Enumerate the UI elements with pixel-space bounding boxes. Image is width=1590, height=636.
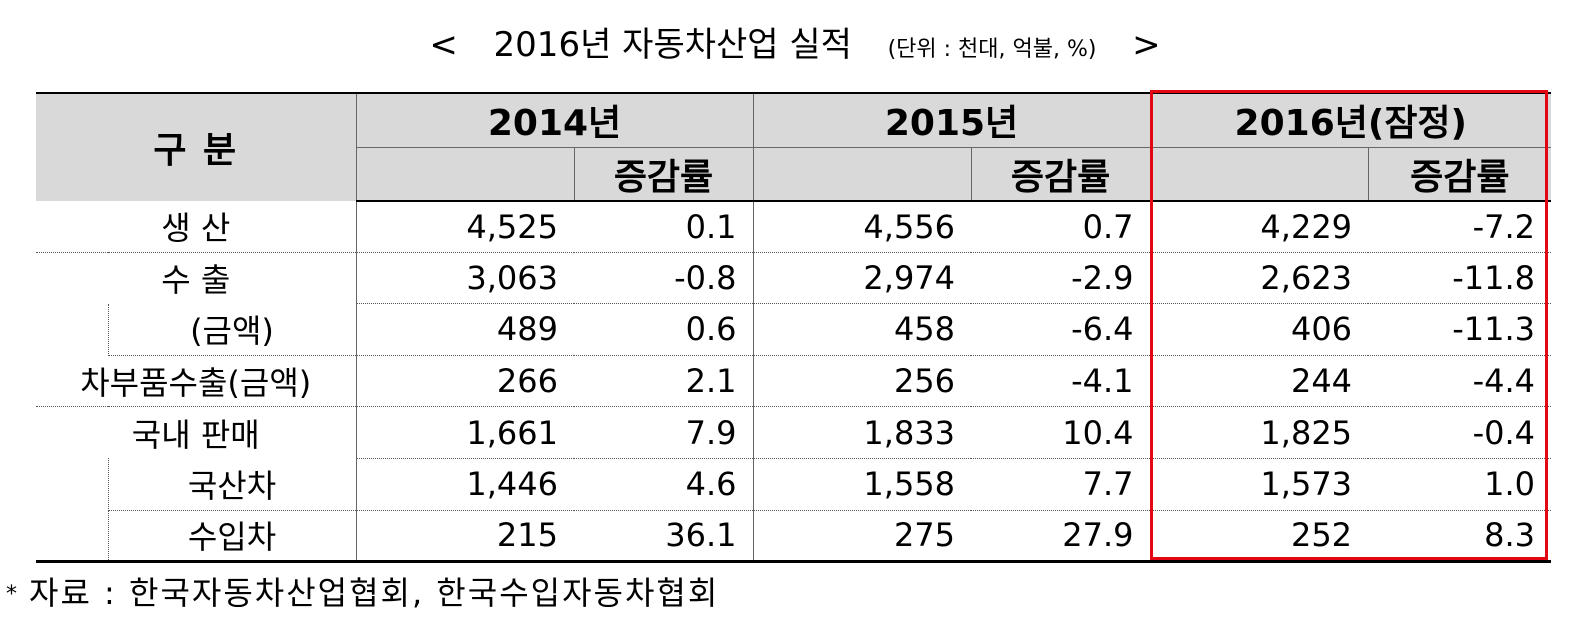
cell-rate: -2.9 <box>971 252 1151 305</box>
row-label: 차부품수출(금액) <box>36 355 356 408</box>
cell-rate: -4.4 <box>1368 355 1552 408</box>
cell-rate: -4.1 <box>971 355 1151 408</box>
cell-rate: 27.9 <box>971 510 1151 564</box>
row-indent-spacer <box>36 458 108 510</box>
row-label: 국산차 <box>107 458 356 511</box>
cell-value: 215 <box>355 510 574 564</box>
row-label: 생 산 <box>36 200 356 253</box>
header-year-2015: 2015년 <box>752 92 1151 148</box>
cell-value: 458 <box>752 303 972 356</box>
footnote-text: 자료 : 한국자동차산업협회, 한국수입자동차협회 <box>29 574 720 612</box>
header-rate-2014: 증감률 <box>573 147 754 202</box>
cell-value: 4,556 <box>752 200 972 253</box>
cell-rate: 4.6 <box>574 458 754 511</box>
cell-value: 2,974 <box>752 252 972 305</box>
table-row: 국내 판매 1,661 7.9 1,833 10.4 1,825 -0.4 <box>36 406 1552 459</box>
source-footnote: * 자료 : 한국자동차산업협회, 한국수입자동차협회 <box>6 570 719 618</box>
cell-rate: 1.0 <box>1368 458 1552 511</box>
row-indent-spacer <box>36 304 108 356</box>
cell-value: 406 <box>1149 303 1369 356</box>
table-body: 생 산 4,525 0.1 4,556 0.7 4,229 -7.2 수 출 3,063 -0.8… <box>36 200 1552 564</box>
cell-value: 252 <box>1149 510 1369 564</box>
title-open-bracket: < <box>429 25 458 65</box>
cell-rate: -7.2 <box>1368 200 1552 253</box>
cell-rate: 10.4 <box>971 406 1151 459</box>
cell-rate: 8.3 <box>1368 510 1552 564</box>
header-row-rates: 증감률 증감률 증감률 <box>36 147 1552 202</box>
header-blank-2015 <box>752 147 972 202</box>
cell-value: 1,825 <box>1149 406 1369 459</box>
cell-value: 266 <box>355 355 574 408</box>
cell-value: 3,063 <box>355 252 574 305</box>
header-year-2016: 2016년(잠정) <box>1149 92 1552 148</box>
header-rate-2015: 증감률 <box>970 147 1151 202</box>
page-title: < 2016년 자동차산업 실적 (단위 : 천대, 억불, %) > <box>0 22 1590 73</box>
cell-value: 1,573 <box>1149 458 1369 511</box>
row-label: 수입차 <box>107 510 356 564</box>
row-indent-spacer <box>36 510 108 564</box>
table-row: 생 산 4,525 0.1 4,556 0.7 4,229 -7.2 <box>36 200 1552 253</box>
cell-value: 4,229 <box>1149 200 1369 253</box>
header-row-years: 구 분 2014년 2015년 2016년(잠정) <box>36 92 1552 201</box>
cell-value: 244 <box>1149 355 1369 408</box>
row-label: 수 출 <box>36 252 356 304</box>
cell-rate: -0.4 <box>1368 406 1552 459</box>
cell-rate: 7.9 <box>574 406 754 459</box>
header-rate-2016: 증감률 <box>1367 147 1552 202</box>
table-row: (금액) 489 0.6 458 -6.4 406 -11.3 <box>36 303 1552 356</box>
row-label: (금액) <box>107 303 356 356</box>
cell-rate: -11.3 <box>1368 303 1552 356</box>
cell-rate: 7.7 <box>971 458 1151 511</box>
cell-value: 1,661 <box>355 406 574 459</box>
title-main: 2016년 자동차산업 실적 <box>493 25 852 65</box>
cell-value: 256 <box>752 355 972 408</box>
table-row: 수 출 3,063 -0.8 2,974 -2.9 2,623 -11.8 <box>36 252 1552 305</box>
cell-rate: -0.8 <box>574 252 754 305</box>
cell-value: 2,623 <box>1149 252 1369 305</box>
cell-value: 489 <box>355 303 574 356</box>
header-year-2014: 2014년 <box>355 92 754 148</box>
table-row: 차부품수출(금액) 266 2.1 256 -4.1 244 -4.4 <box>36 355 1552 408</box>
title-unit: (단위 : 천대, 억불, %) <box>887 37 1097 62</box>
table-row: 국산차 1,446 4.6 1,558 7.7 1,573 1.0 <box>36 458 1552 511</box>
footnote-marker: * <box>6 582 19 607</box>
header-category: 구 분 <box>36 92 356 201</box>
cell-rate: 2.1 <box>574 355 754 408</box>
header-blank-2014 <box>355 147 574 202</box>
cell-rate: 36.1 <box>574 510 754 564</box>
cell-rate: 0.6 <box>574 303 754 356</box>
header-blank-2016 <box>1149 147 1369 202</box>
cell-value: 1,558 <box>752 458 972 511</box>
stats-table: 구 분 2014년 2015년 2016년(잠정) 증감률 증감률 증감률 생 … <box>36 92 1552 564</box>
table-row: 수입차 215 36.1 275 27.9 252 8.3 <box>36 510 1552 564</box>
cell-rate: -6.4 <box>971 303 1151 356</box>
cell-value: 1,833 <box>752 406 972 459</box>
row-label: 국내 판매 <box>36 406 356 459</box>
cell-value: 4,525 <box>355 200 574 253</box>
cell-value: 1,446 <box>355 458 574 511</box>
cell-rate: 0.7 <box>971 200 1151 253</box>
title-close-bracket: > <box>1132 25 1161 65</box>
cell-value: 275 <box>752 510 972 564</box>
cell-rate: 0.1 <box>574 200 754 253</box>
cell-rate: -11.8 <box>1368 252 1552 305</box>
